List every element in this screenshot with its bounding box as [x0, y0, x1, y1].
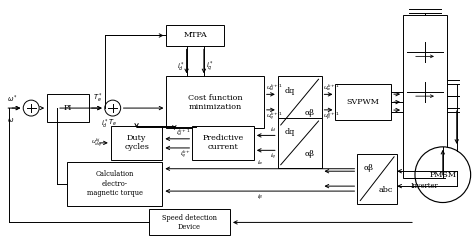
Circle shape — [105, 100, 121, 116]
Text: dq: dq — [285, 87, 295, 95]
Text: Calculation
electro-
magnetic torque: Calculation electro- magnetic torque — [87, 170, 143, 197]
Text: MTPA: MTPA — [183, 31, 207, 39]
Bar — [403, 15, 447, 178]
Bar — [166, 24, 224, 46]
Text: αβ: αβ — [364, 164, 374, 172]
Text: $i_q^*$: $i_q^*$ — [206, 60, 213, 74]
Text: SVPWM: SVPWM — [347, 98, 380, 106]
Text: Duty
cycles: Duty cycles — [124, 134, 149, 151]
Bar — [192, 126, 254, 160]
Bar — [67, 162, 163, 205]
Text: abc: abc — [379, 186, 393, 194]
Text: $u_\alpha^{k+1}$: $u_\alpha^{k+1}$ — [322, 83, 339, 93]
Bar — [357, 154, 397, 204]
Text: αβ: αβ — [304, 109, 314, 117]
Text: $\omega^*$: $\omega^*$ — [7, 94, 18, 105]
Text: $T_e$: $T_e$ — [109, 118, 117, 128]
Text: $i_q^{k+}$: $i_q^{k+}$ — [180, 149, 190, 161]
Text: Predictive
current: Predictive current — [202, 134, 244, 151]
Text: αβ: αβ — [304, 150, 314, 158]
Text: $i_d^*$: $i_d^*$ — [177, 61, 184, 74]
Text: $i_d^{k+1}$: $i_d^{k+1}$ — [176, 127, 190, 138]
Text: $T_e^*$: $T_e^*$ — [93, 92, 102, 105]
Bar — [278, 76, 321, 128]
Text: $i_\beta$: $i_\beta$ — [257, 193, 263, 203]
Text: $u_\beta^{k+1}$: $u_\beta^{k+1}$ — [322, 111, 339, 123]
Text: $i_d$: $i_d$ — [270, 126, 277, 134]
Bar — [336, 84, 391, 120]
Bar — [278, 118, 321, 168]
Bar — [111, 126, 163, 160]
Bar — [148, 210, 230, 235]
Text: Speed detection
Device: Speed detection Device — [162, 214, 217, 231]
Text: PI: PI — [64, 104, 72, 112]
Text: PMSM: PMSM — [429, 171, 456, 179]
Circle shape — [23, 100, 39, 116]
Text: $\omega$: $\omega$ — [7, 116, 15, 124]
Text: Inverter: Inverter — [411, 182, 439, 190]
Text: $u_{dq}^{kj}$: $u_{dq}^{kj}$ — [91, 136, 103, 149]
Text: $u_q^{k+1}$: $u_q^{k+1}$ — [266, 111, 283, 123]
Text: $u_d^{k+1}$: $u_d^{k+1}$ — [266, 83, 283, 93]
Text: dq: dq — [285, 128, 295, 136]
Bar — [166, 76, 264, 128]
Text: $i_d^*$: $i_d^*$ — [101, 118, 109, 131]
Circle shape — [415, 147, 471, 203]
Bar — [47, 94, 89, 122]
Text: $i_\alpha$: $i_\alpha$ — [256, 158, 263, 167]
Text: Cost function
minimization: Cost function minimization — [188, 93, 242, 111]
Text: $i_q$: $i_q$ — [271, 151, 277, 161]
